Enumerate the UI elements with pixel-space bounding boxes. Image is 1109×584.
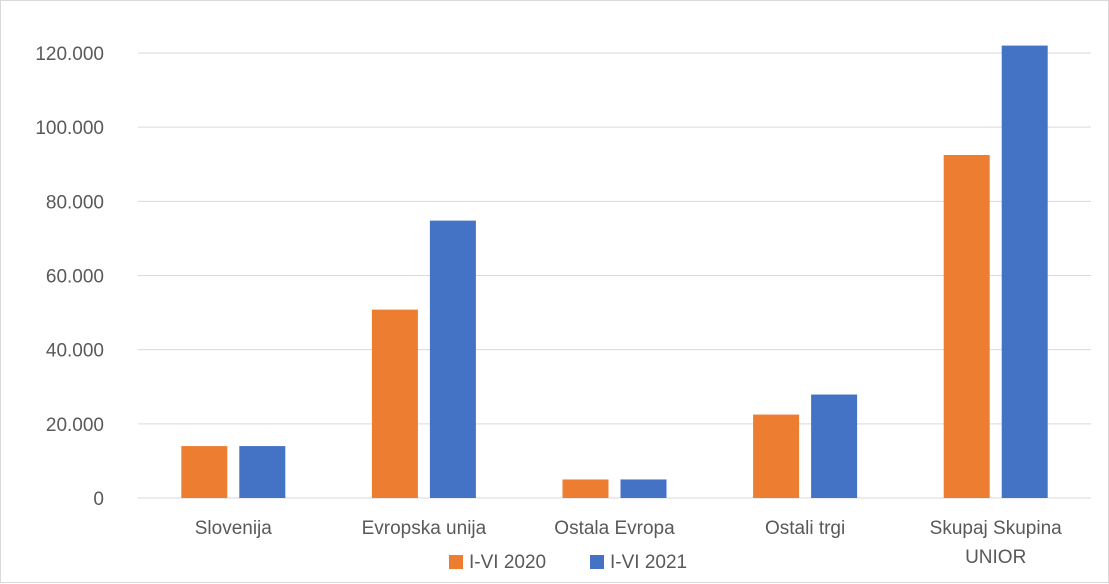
legend-label: I-VI 2021 [610,552,687,573]
bar [371,309,418,498]
y-tick-label: 80.000 [46,192,104,213]
legend-swatch [449,555,463,569]
y-tick-label: 60.000 [46,267,104,288]
x-tick-label: Ostali trgi [765,518,845,539]
bar [239,446,286,498]
legend-swatch [590,555,604,569]
bar [620,479,667,498]
bar [811,394,858,498]
x-tick-label: Evropska unija [362,518,487,539]
x-tick-label: Skupaj Skupina UNIOR [930,518,1062,568]
y-tick-label: 0 [93,489,104,510]
bar [753,414,800,498]
bar [1001,45,1048,498]
y-tick-label: 120.000 [35,44,104,65]
bar [429,220,476,498]
bar [562,479,609,498]
bar [943,154,990,498]
legend-label: I-VI 2020 [469,552,546,573]
x-tick-label: Slovenija [195,518,273,539]
y-tick-label: 100.000 [35,118,104,139]
bar [181,446,228,498]
y-tick-label: 40.000 [46,341,104,362]
x-tick-label: Ostala Evropa [554,518,675,539]
y-tick-label: 20.000 [46,415,104,436]
